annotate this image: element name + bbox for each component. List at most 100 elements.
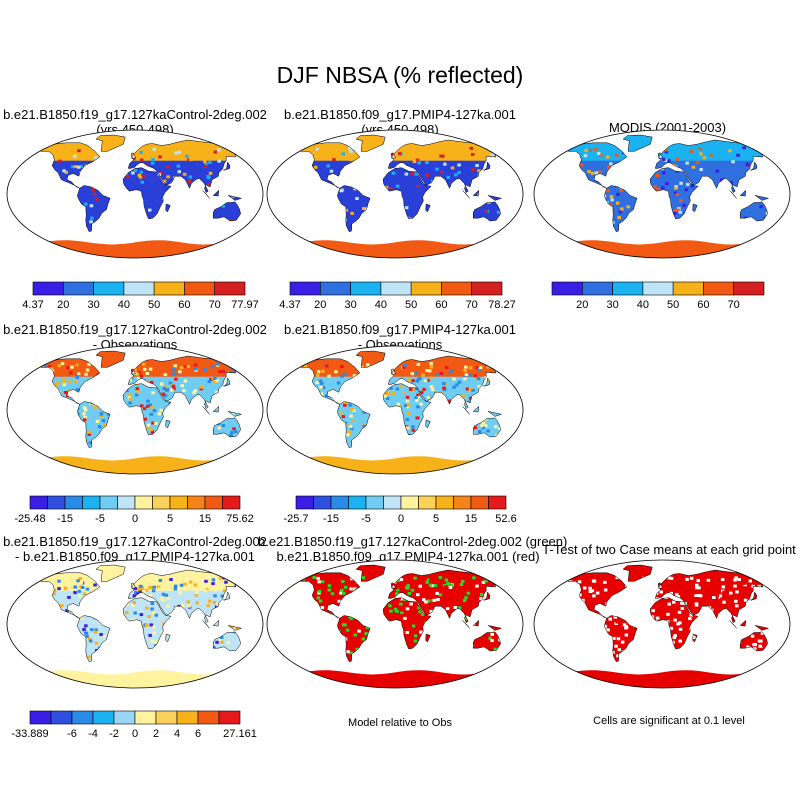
colorbar-swatch: [214, 281, 246, 296]
grid-cell: [415, 399, 419, 403]
grid-cell: [361, 576, 366, 580]
grid-cell: [538, 596, 542, 599]
grid-cell: [67, 380, 72, 384]
grid-cell: [312, 576, 316, 579]
grid-cell: [617, 216, 621, 220]
grid-cell: [395, 588, 400, 592]
grid-cell: [213, 376, 217, 380]
grid-cell: [624, 626, 628, 630]
grid-cell: [159, 408, 163, 412]
colorbar-3: 20 30 40 50 60 70: [551, 281, 765, 311]
grid-cell: [274, 380, 278, 383]
grid-cell: [52, 589, 57, 592]
grid-cell: [87, 433, 91, 436]
grid-cell: [66, 147, 71, 151]
grid-cell: [419, 630, 423, 634]
grid-cell: [133, 587, 138, 591]
grid-cell: [319, 385, 323, 389]
grid-cell: [152, 409, 157, 413]
grid-cell: [783, 218, 787, 221]
grid-cell: [481, 426, 485, 430]
grid-cell: [182, 389, 186, 393]
colorbar-tick-label: 70: [728, 299, 740, 311]
grid-cell: [659, 590, 663, 594]
panel-6-title-line2: - b.e21.B1850.f09_g17.PMIP4-127ka.001: [15, 549, 255, 564]
grid-cell: [448, 586, 453, 589]
grid-cell: [350, 211, 354, 215]
grid-cell: [150, 602, 155, 605]
grid-cell: [131, 369, 135, 373]
map-panel-8: [533, 559, 791, 689]
grid-cell: [428, 369, 432, 373]
grid-cell: [464, 373, 469, 377]
grid-cell: [786, 578, 790, 581]
grid-cell: [87, 655, 91, 659]
grid-cell: [179, 366, 184, 370]
grid-cell: [84, 202, 88, 206]
colorbar-tick-label: 2: [153, 728, 159, 740]
grid-cell: [674, 186, 678, 190]
colorbar-tick-label: 20: [57, 299, 69, 311]
grid-cell: [672, 600, 676, 604]
grid-cell: [747, 640, 752, 643]
colorbar-5: -25.7 -15 -5 0 5 15 52.6: [283, 495, 517, 525]
grid-cell: [423, 379, 428, 383]
grid-cell: [349, 626, 353, 630]
map-panel-5: [266, 345, 524, 475]
grid-cell: [469, 146, 474, 150]
grid-cell: [775, 147, 779, 150]
grid-cell: [61, 378, 65, 382]
grid-cell: [699, 152, 703, 156]
colorbar-swatch: [672, 281, 704, 296]
grid-cell: [464, 596, 468, 600]
grid-cell: [345, 628, 350, 632]
grid-cell: [695, 583, 699, 587]
grid-cell: [462, 599, 467, 602]
grid-cell: [415, 158, 420, 162]
grid-cell: [413, 584, 418, 588]
grid-cell: [337, 599, 341, 603]
grid-cell: [694, 593, 698, 597]
grid-cell: [735, 590, 739, 594]
grid-cell: [166, 604, 170, 608]
grid-cell: [787, 651, 791, 654]
grid-cell: [41, 578, 46, 582]
grid-cell: [496, 210, 501, 214]
grid-cell: [247, 148, 251, 151]
grid-cell: [187, 158, 191, 162]
colorbar-tick-label: 6: [195, 728, 201, 740]
grid-cell: [268, 218, 272, 221]
grid-cell: [85, 368, 90, 372]
grid-cell: [259, 373, 263, 376]
grid-cell: [152, 585, 157, 589]
grid-cell: [215, 390, 219, 394]
grid-cell: [429, 609, 433, 613]
colorbar-swatch: [471, 281, 503, 296]
grid-cell: [317, 589, 322, 593]
grid-cell: [343, 372, 347, 376]
grid-cell: [484, 209, 489, 213]
grid-cell: [517, 433, 521, 436]
grid-cell: [523, 582, 527, 585]
grid-cell: [13, 597, 17, 600]
grid-cell: [149, 380, 154, 384]
grid-cell: [605, 155, 610, 159]
grid-cell: [742, 146, 746, 150]
grid-cell: [136, 389, 140, 393]
grid-cell: [476, 377, 481, 381]
grid-cell: [522, 586, 526, 589]
grid-cell: [261, 366, 265, 369]
grid-cell: [461, 394, 465, 398]
colorbar-swatch: [410, 281, 442, 296]
grid-cell: [511, 365, 514, 368]
grid-cell: [520, 436, 524, 439]
grid-cell: [549, 658, 553, 661]
grid-cell: [217, 148, 221, 152]
grid-cell: [194, 593, 199, 597]
grid-cell: [188, 580, 193, 584]
grid-cell: [535, 233, 539, 236]
figure-title: DJF NBSA (% reflected): [276, 62, 524, 88]
grid-cell: [616, 192, 620, 196]
grid-cell: [245, 365, 249, 368]
grid-cell: [207, 182, 211, 186]
